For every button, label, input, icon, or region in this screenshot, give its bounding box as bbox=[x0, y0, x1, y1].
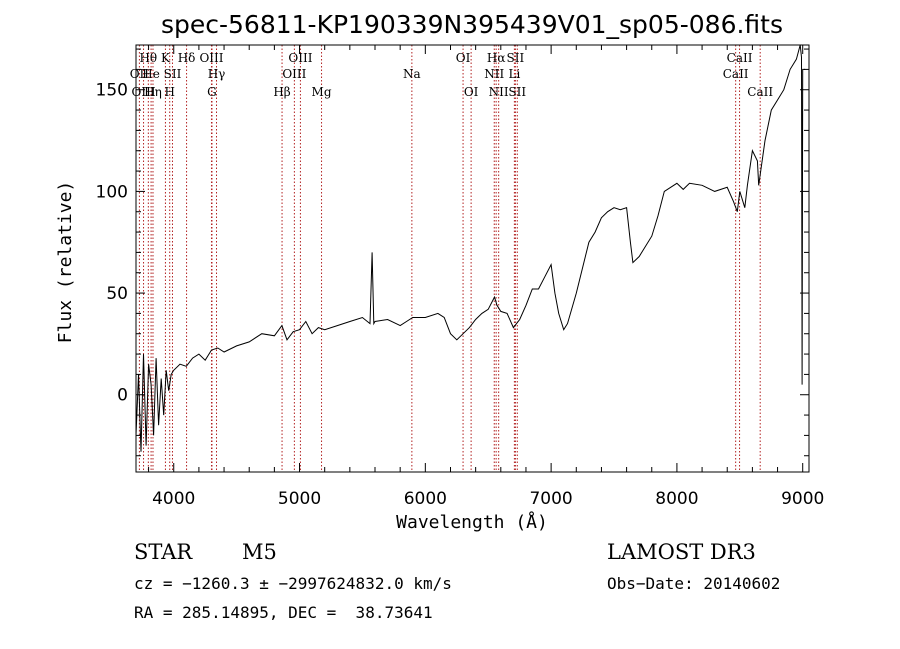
coordinates: RA = 285.14895, DEC = 38.73641 bbox=[134, 603, 433, 622]
y-tick-label: 0 bbox=[117, 386, 128, 406]
spectral-line-label: Hθ bbox=[139, 51, 157, 65]
spectral-line-label: SII bbox=[164, 67, 182, 81]
spectral-line-label: H bbox=[164, 85, 174, 99]
x-axis-title: Wavelength (Å) bbox=[396, 511, 548, 533]
spectrum-line bbox=[135, 44, 806, 452]
x-tick-label: 7000 bbox=[529, 489, 572, 509]
spectral-line-label: Li bbox=[508, 67, 520, 81]
spectral-line-label: OI bbox=[456, 51, 471, 65]
spectral-line-label: CaII bbox=[727, 51, 753, 65]
spectral-line-label: Hγ bbox=[208, 67, 226, 81]
spectral-line-label: K bbox=[161, 51, 171, 65]
y-axis-title: Flux (relative) bbox=[55, 181, 76, 344]
spectral-line-label: He bbox=[142, 67, 160, 81]
plot-frame bbox=[135, 44, 810, 473]
spectral-line-label: Mg bbox=[312, 85, 332, 99]
survey-name: LAMOST DR3 bbox=[607, 540, 756, 564]
y-tick-label: 100 bbox=[96, 182, 128, 202]
spectral-line-label: OIII bbox=[132, 85, 156, 99]
spectral-line-label: OIII bbox=[288, 51, 312, 65]
spectral-line-markers bbox=[138, 45, 761, 472]
chart-title: spec-56811-KP190339N395439V01_sp05-086.f… bbox=[161, 10, 783, 39]
x-tick-label: 8000 bbox=[655, 489, 698, 509]
spectral-line-label: Hβ bbox=[273, 85, 290, 99]
y-tick-label: 50 bbox=[106, 284, 128, 304]
spectral-line-label: Hδ bbox=[178, 51, 196, 65]
object-subclass: M5 bbox=[242, 540, 277, 564]
observation-date: Obs−Date: 20140602 bbox=[607, 574, 781, 593]
spectrum-series bbox=[135, 44, 806, 452]
x-tick-label: 4000 bbox=[152, 489, 195, 509]
x-tick-label: 6000 bbox=[404, 489, 447, 509]
spectral-line-label: OII bbox=[130, 67, 150, 81]
spectral-line-label: Na bbox=[403, 67, 421, 81]
axis-ticks: 4000 5000 6000 7000 8000 9000 0 50 100 150 bbox=[96, 45, 824, 509]
spectral-line-label: CaII bbox=[747, 85, 773, 99]
spectral-line-label: NII bbox=[484, 67, 504, 81]
spectral-line-label: OI bbox=[464, 85, 479, 99]
spectral-line-label: G bbox=[207, 85, 217, 99]
y-tick-label: 150 bbox=[96, 81, 128, 101]
redshift-line: cz = −1260.3 ± −2997624832.0 km/s bbox=[134, 574, 452, 593]
object-class: STAR bbox=[134, 540, 193, 564]
x-tick-label: 9000 bbox=[781, 489, 824, 509]
spectral-line-label: CaII bbox=[723, 67, 749, 81]
spectral-line-label: OIII bbox=[199, 51, 223, 65]
spectral-line-label: Hη bbox=[144, 85, 162, 99]
spectral-line-label: Hα bbox=[487, 51, 506, 65]
spectral-line-label: SII bbox=[507, 51, 525, 65]
spectral-line-label: OIII bbox=[282, 67, 306, 81]
x-tick-label: 5000 bbox=[278, 489, 321, 509]
spectral-line-label: NII bbox=[489, 85, 509, 99]
spectral-line-label: SII bbox=[508, 85, 526, 99]
